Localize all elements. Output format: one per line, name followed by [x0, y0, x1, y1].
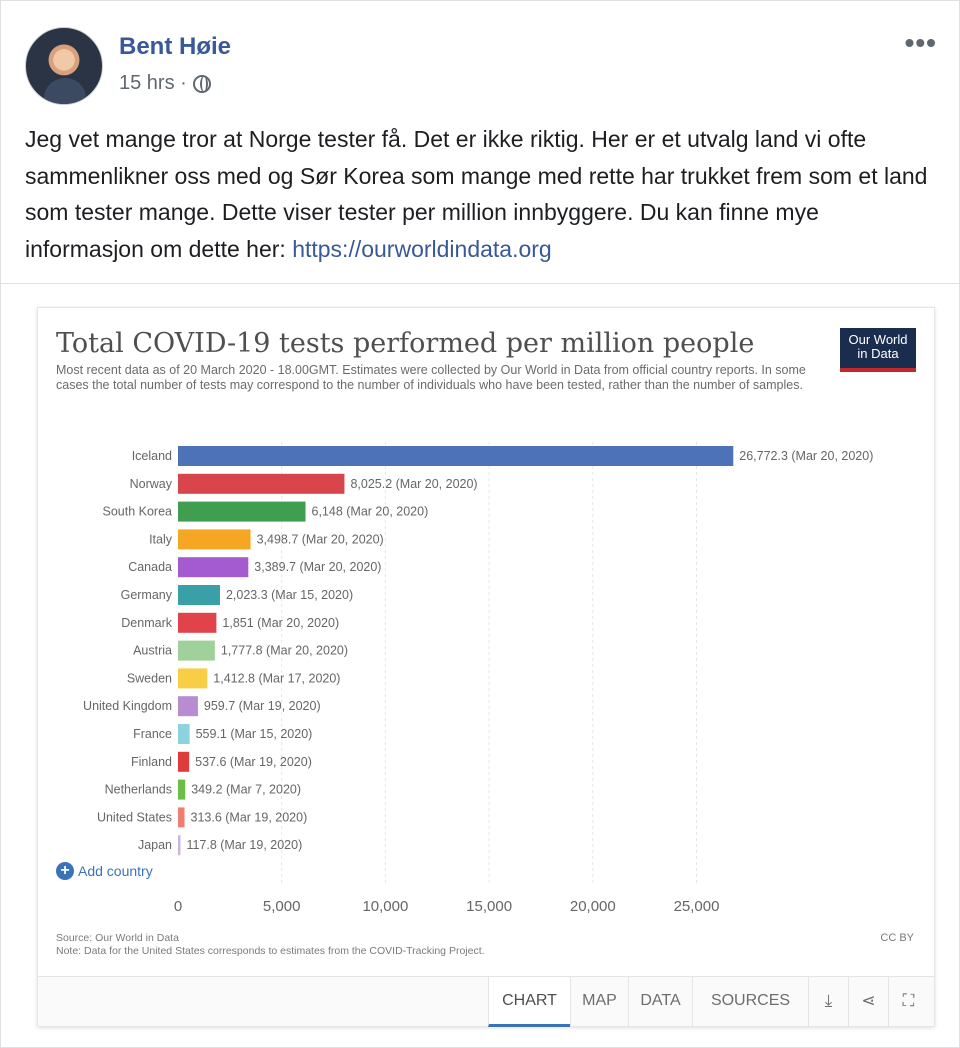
value-label: 117.8 (Mar 19, 2020) [186, 838, 302, 852]
category-label: Iceland [132, 449, 172, 463]
x-tick-label: 10,000 [362, 898, 408, 915]
category-label: Italy [149, 532, 173, 546]
globe-icon [192, 74, 211, 93]
post-text: Jeg vet mange tror at Norge tester få. D… [25, 121, 940, 267]
share-icon[interactable]: ⋖ [848, 977, 888, 1027]
logo-line-1: Our World [848, 332, 908, 347]
avatar[interactable] [25, 27, 103, 105]
plus-icon: + [56, 862, 74, 880]
value-label: 26,772.3 (Mar 20, 2020) [739, 449, 873, 463]
value-label: 559.1 (Mar 15, 2020) [196, 727, 313, 741]
logo-line-2: in Data [857, 346, 899, 361]
category-label: South Korea [103, 505, 173, 519]
tab-chart[interactable]: CHART [488, 977, 570, 1027]
source-text: Source: Our World in Data [56, 932, 179, 944]
fullscreen-icon[interactable]: ⛶ [888, 977, 928, 1027]
tab-sources[interactable]: SOURCES [692, 977, 808, 1027]
bar [178, 585, 220, 605]
value-label: 6,148 (Mar 20, 2020) [312, 505, 429, 519]
category-label: Austria [133, 644, 172, 658]
value-label: 349.2 (Mar 7, 2020) [191, 783, 301, 797]
value-label: 1,777.8 (Mar 20, 2020) [221, 644, 348, 658]
x-tick-label: 25,000 [674, 898, 720, 915]
tab-map[interactable]: MAP [570, 977, 628, 1027]
bar [178, 473, 345, 494]
category-label: Netherlands [105, 783, 172, 797]
category-label: Finland [131, 755, 172, 769]
note-text: Note: Data for the United States corresp… [56, 945, 485, 957]
author-name[interactable]: Bent Høie [119, 33, 232, 60]
value-label: 2,023.3 (Mar 15, 2020) [226, 588, 353, 602]
post-body: Jeg vet mange tror at Norge tester få. D… [25, 126, 928, 262]
add-country-label: Add country [78, 863, 153, 879]
chart-tabbar: CHART MAP DATA SOURCES ⤓ ⋖ ⛶ [38, 976, 934, 1027]
download-icon[interactable]: ⤓ [808, 977, 848, 1027]
chart-subtitle: Most recent data as of 20 March 2020 - 1… [56, 363, 806, 392]
value-label: 1,412.8 (Mar 17, 2020) [213, 671, 340, 685]
bar [178, 835, 181, 856]
x-tick-label: 20,000 [570, 898, 616, 915]
bar [178, 501, 306, 522]
category-label: United Kingdom [83, 699, 172, 713]
chart-card[interactable]: Total COVID-19 tests performed per milli… [37, 307, 935, 1027]
bar [178, 696, 198, 717]
category-label: Norway [130, 477, 173, 491]
x-tick-label: 15,000 [466, 898, 512, 915]
x-tick-label: 0 [174, 898, 182, 915]
x-tick-label: 5,000 [263, 898, 301, 915]
category-label: Denmark [121, 616, 172, 630]
post-header: Bent Høie 15 hrs · ••• [25, 27, 937, 107]
bar [178, 529, 251, 550]
divider [1, 283, 960, 284]
more-options-icon[interactable]: ••• [904, 27, 937, 58]
value-label: 8,025.2 (Mar 20, 2020) [350, 477, 477, 491]
bar [178, 640, 215, 661]
bar-chart: 0 5,000 10,000 15,000 20,000 25,000 Iceland 26,… [83, 442, 873, 915]
chart-title: Total COVID-19 tests performed per milli… [56, 328, 755, 359]
chart-source: Source: Our World in Data Note: Data for… [56, 932, 485, 958]
value-label: 3,498.7 (Mar 20, 2020) [257, 532, 384, 546]
category-label: United States [97, 810, 172, 824]
bar [178, 446, 734, 466]
license-label[interactable]: CC BY [880, 932, 914, 944]
tab-data[interactable]: DATA [628, 977, 692, 1027]
value-label: 1,851 (Mar 20, 2020) [222, 616, 339, 630]
value-label: 313.6 (Mar 19, 2020) [191, 810, 308, 824]
value-label: 959.7 (Mar 19, 2020) [204, 699, 321, 713]
bar [178, 612, 217, 633]
value-label: 537.6 (Mar 19, 2020) [195, 755, 312, 769]
category-label: Japan [138, 838, 172, 852]
post-meta: 15 hrs · [119, 72, 211, 95]
bar [178, 724, 190, 744]
post-link[interactable]: https://ourworldindata.org [292, 235, 552, 262]
post-time[interactable]: 15 hrs · [119, 72, 187, 94]
bar [178, 668, 208, 689]
bar [178, 807, 185, 828]
bar [178, 557, 249, 578]
category-label: Germany [121, 588, 173, 602]
bar [178, 779, 186, 800]
category-label: Sweden [127, 671, 172, 685]
bar [178, 751, 190, 772]
category-label: France [133, 727, 172, 741]
category-label: Canada [128, 560, 172, 574]
owid-logo[interactable]: Our World in Data [840, 328, 916, 372]
add-country-button[interactable]: + Add country [56, 862, 153, 880]
value-label: 3,389.7 (Mar 20, 2020) [254, 560, 381, 574]
